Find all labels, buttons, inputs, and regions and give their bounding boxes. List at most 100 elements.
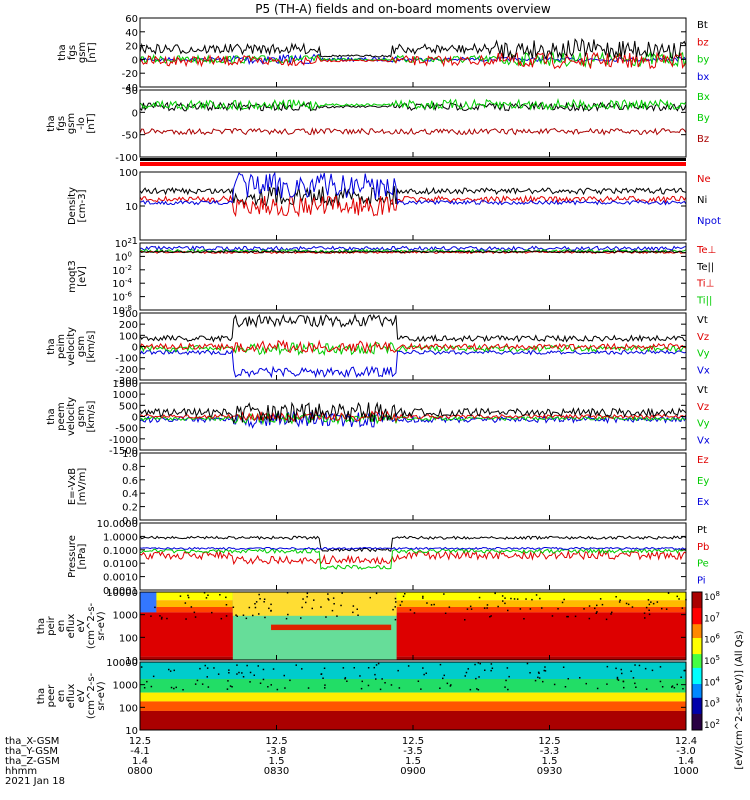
y-tick-label: 0.2 bbox=[122, 503, 138, 514]
y-tick-label: 50 bbox=[125, 86, 138, 97]
spectrogram-speck bbox=[245, 617, 248, 620]
y-tick-label: 1 bbox=[132, 236, 138, 247]
y-tick-label: 0 bbox=[132, 343, 138, 354]
spectrogram-speck bbox=[373, 666, 375, 669]
y-tick-label: 0 bbox=[132, 108, 138, 119]
spectrogram-speck bbox=[394, 597, 397, 600]
spectrogram-speck bbox=[249, 671, 252, 674]
legend-pressure: Pe bbox=[697, 559, 709, 570]
colorbar-cell bbox=[692, 626, 702, 630]
spectrogram-speck bbox=[477, 689, 480, 691]
spectrogram-speck bbox=[146, 680, 148, 683]
y-tick-label: 10000 bbox=[106, 658, 138, 669]
spectrogram-speck bbox=[182, 689, 184, 691]
colorbar-cell bbox=[692, 665, 702, 669]
y-axis-label: [nT] bbox=[86, 113, 97, 133]
spectrogram-speck bbox=[262, 678, 265, 681]
spectrogram-speck bbox=[467, 668, 469, 670]
y-axis-label: Pressure bbox=[67, 535, 78, 578]
y-axis-label: peim bbox=[56, 334, 67, 359]
spectrogram-speck bbox=[327, 593, 329, 595]
series-bt bbox=[139, 37, 687, 61]
spectrogram-speck bbox=[407, 665, 410, 667]
spectrogram-speck bbox=[398, 687, 401, 689]
spectrogram-speck bbox=[567, 615, 569, 618]
legend-efield: Ex bbox=[697, 497, 709, 508]
y-axis-label: moqt3 bbox=[67, 260, 78, 293]
spectrogram-speck bbox=[285, 617, 288, 620]
spectrogram-speck bbox=[300, 617, 302, 619]
spectrogram-speck bbox=[226, 688, 229, 690]
spectrogram-speck bbox=[426, 602, 428, 604]
spectrogram-speck bbox=[377, 662, 380, 665]
spectrogram-speck bbox=[443, 674, 445, 677]
spectrogram-speck bbox=[268, 607, 270, 610]
spectrogram-speck bbox=[263, 601, 265, 603]
colorbar-cell bbox=[692, 596, 702, 600]
series-ti-perp bbox=[139, 245, 687, 252]
spectrogram-speck bbox=[652, 602, 655, 605]
colorbar-cell bbox=[692, 605, 702, 609]
spectrogram-speck bbox=[206, 676, 208, 678]
legend-efield: Ey bbox=[697, 476, 709, 487]
colorbar-cell bbox=[692, 661, 702, 664]
colorbar-cell bbox=[692, 704, 702, 708]
legend-peem: Vy bbox=[697, 419, 710, 430]
spectrogram-speck bbox=[262, 668, 265, 671]
spectrogram-speck bbox=[159, 615, 161, 617]
spectrogram-speck bbox=[170, 686, 173, 689]
spectrogram-speck bbox=[483, 607, 486, 609]
spectrogram-speck bbox=[417, 680, 420, 682]
spectrogram-speck bbox=[179, 595, 182, 597]
y-tick-label: 300 bbox=[119, 309, 138, 320]
colorbar-cell bbox=[692, 720, 702, 724]
spectrogram-speck bbox=[599, 598, 602, 600]
spectrogram-speck bbox=[313, 599, 315, 601]
spectrogram-speck bbox=[566, 615, 568, 618]
y-axis-label: [km/s] bbox=[86, 400, 97, 432]
y-tick-label: 0.6 bbox=[122, 476, 138, 487]
x-tick-label: 0800 bbox=[127, 766, 152, 777]
legend-pressure: Pt bbox=[697, 525, 707, 536]
legend-density: Ni bbox=[697, 195, 707, 206]
series-pi bbox=[139, 546, 687, 551]
y-tick-label: 1.0000 bbox=[103, 532, 138, 543]
y-tick-label: 0.0001 bbox=[103, 586, 138, 597]
y-axis-label: peer bbox=[46, 684, 57, 708]
spectrogram-speck bbox=[367, 684, 370, 687]
spectrogram-speck bbox=[650, 601, 652, 603]
y-tick-label: 0 bbox=[132, 413, 138, 424]
spectrogram-speck bbox=[622, 680, 625, 683]
colorbar-cell bbox=[692, 640, 702, 644]
spectrogram-speck bbox=[194, 616, 197, 618]
spectrogram-speck bbox=[667, 592, 670, 594]
spectrogram-speck bbox=[258, 613, 260, 615]
spectrogram-speck bbox=[469, 688, 472, 691]
colorbar-cell bbox=[692, 684, 702, 687]
colorbar-cell bbox=[692, 702, 702, 706]
spectrogram-speck bbox=[513, 598, 516, 600]
spectrogram-speck bbox=[443, 593, 445, 595]
series-by bbox=[139, 98, 687, 112]
spectrogram-speck bbox=[287, 613, 289, 616]
spectrogram-speck bbox=[504, 686, 506, 688]
y-axis-label: sr-eV) bbox=[96, 681, 107, 710]
spectrogram-speck bbox=[448, 606, 451, 608]
spectrogram-speck bbox=[588, 605, 591, 607]
spectrogram-speck bbox=[253, 674, 255, 676]
colorbar-cell bbox=[692, 612, 702, 616]
series-vx bbox=[139, 349, 687, 379]
x-tick-label: 0900 bbox=[400, 766, 425, 777]
spectrogram-band bbox=[140, 600, 686, 607]
spectrogram-speck bbox=[328, 599, 330, 601]
spectrogram-speck bbox=[375, 592, 378, 595]
spectrogram-speck bbox=[656, 601, 659, 603]
spectrogram-speck bbox=[236, 615, 238, 617]
spectrogram-speck bbox=[519, 608, 522, 610]
spectrogram-speck bbox=[605, 618, 608, 621]
colorbar-cell bbox=[692, 677, 702, 680]
spectrogram-speck bbox=[399, 604, 402, 606]
spectrogram-speck bbox=[190, 606, 193, 608]
spectrogram-speck bbox=[340, 604, 342, 607]
spectrogram-speck bbox=[353, 667, 355, 669]
